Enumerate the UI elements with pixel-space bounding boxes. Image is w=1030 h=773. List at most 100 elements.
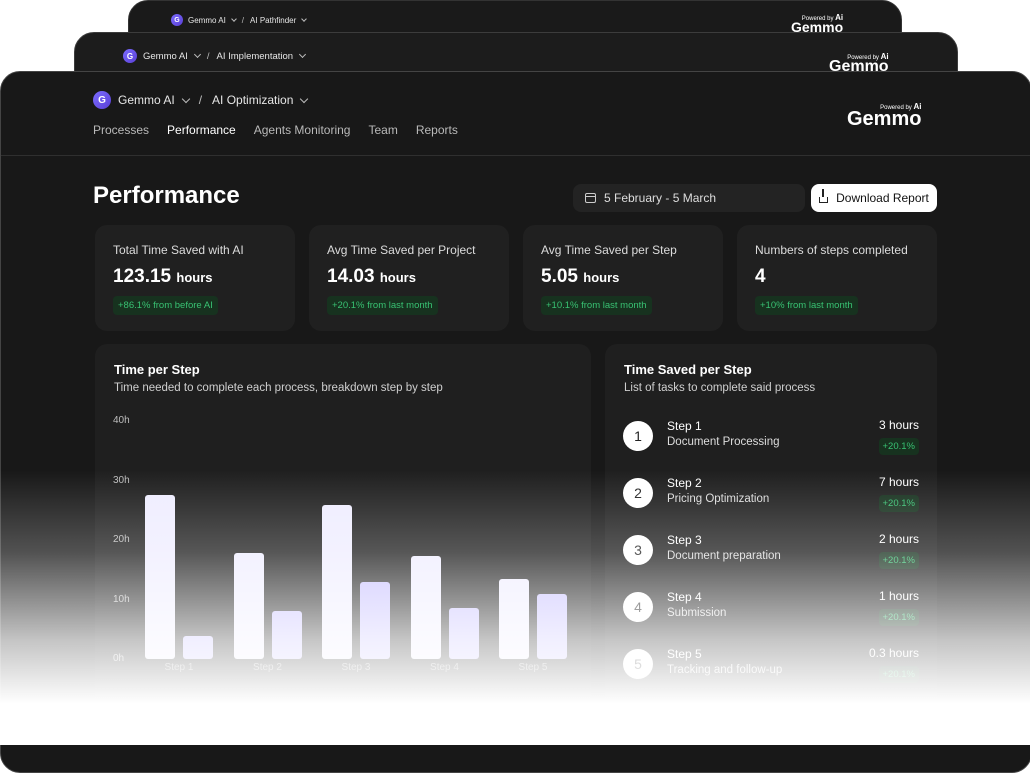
step-item[interactable]: 4 Step 4 Submission 1 hours +20.1% [623, 589, 919, 629]
step-change-badge: +20.1% [878, 495, 919, 512]
step-hours: 7 hours [878, 475, 919, 489]
workspace-selector[interactable]: Gemmo AI [143, 50, 188, 62]
stat-card-avg-per-project: Avg Time Saved per Project 14.03 hours +… [309, 225, 509, 331]
panel-title: Time per Step [114, 362, 200, 377]
breadcrumb: G Gemmo AI / AI Implementation [123, 49, 307, 63]
step-change-badge: +20.1% [878, 438, 919, 455]
step-label: Step 5 [667, 647, 702, 661]
date-range-picker[interactable]: 5 February - 5 March [573, 184, 805, 212]
chevron-down-icon [299, 50, 307, 59]
chevron-down-icon [230, 15, 237, 22]
step-number: 2 [623, 478, 653, 508]
step-change-badge: +20.1% [878, 666, 919, 683]
nav-item-team[interactable]: Team [368, 123, 398, 137]
dashboard-window: G Gemmo AI / AI Optimization Powered by … [0, 71, 1030, 773]
brand-logo: Powered by Ai Gemmo [829, 52, 889, 75]
x-axis-label: Step 3 [341, 662, 371, 673]
project-selector[interactable]: AI Pathfinder [250, 15, 297, 25]
step-number: 1 [623, 421, 653, 451]
step-item[interactable]: 1 Step 1 Document Processing 3 hours +20… [623, 418, 919, 458]
step-change-badge: +20.1% [878, 609, 919, 626]
brand-logo: Powered by Ai Gemmo [791, 13, 844, 35]
workspace-selector[interactable]: Gemmo AI [188, 15, 226, 25]
stat-card-steps-completed: Numbers of steps completed 4 +10% from l… [737, 225, 937, 331]
chevron-down-icon [301, 15, 308, 22]
project-selector[interactable]: AI Optimization [212, 93, 294, 107]
page-title: Performance [93, 182, 240, 209]
breadcrumb-separator: / [206, 50, 210, 62]
calendar-icon [585, 193, 596, 203]
step-number: 4 [623, 592, 653, 622]
step-change-badge: +20.1% [878, 552, 919, 569]
date-range-label: 5 February - 5 March [604, 191, 717, 205]
y-axis-tick: 40h [113, 415, 130, 426]
chevron-down-icon [181, 94, 190, 103]
chart-bar[interactable] [271, 611, 302, 659]
nav-item-agents-monitoring[interactable]: Agents Monitoring [253, 123, 351, 137]
step-name: Submission [667, 607, 727, 619]
x-axis-label: Step 5 [518, 662, 548, 673]
step-number: 3 [623, 535, 653, 565]
chart-bar[interactable] [145, 495, 175, 659]
stat-label: Avg Time Saved per Project [327, 243, 476, 257]
x-axis-label: Step 4 [430, 662, 459, 673]
chart-bar[interactable] [499, 578, 529, 659]
download-report-button[interactable]: Download Report [811, 184, 937, 212]
gemmo-logo-icon: G [171, 14, 183, 26]
step-item[interactable]: 2 Step 2 Pricing Optimization 7 hours +2… [623, 475, 919, 515]
y-axis-tick: 20h [113, 534, 130, 545]
step-name: Document preparation [667, 550, 781, 562]
chart-bar[interactable] [360, 581, 390, 659]
breadcrumb-separator: / [198, 93, 203, 107]
stat-value: 4 [755, 266, 766, 287]
step-label: Step 1 [667, 419, 702, 433]
gemmo-logo-icon: G [123, 49, 137, 63]
step-hours: 1 hours [878, 589, 919, 603]
y-axis-tick: 10h [113, 593, 130, 605]
panel-subtitle: Time needed to complete each process, br… [114, 382, 443, 394]
step-label: Step 3 [667, 533, 702, 547]
stat-change-badge: +10% from last month [755, 296, 858, 315]
stat-card-total-time-saved: Total Time Saved with AI 123.15 hours +8… [95, 225, 295, 331]
header-divider [1, 155, 1030, 156]
step-hours: 2 hours [878, 532, 919, 546]
stat-label: Numbers of steps completed [755, 243, 908, 257]
nav-item-performance[interactable]: Performance [167, 123, 236, 137]
step-hours: 0.3 hours [868, 646, 919, 660]
chart-bar[interactable] [183, 636, 213, 659]
main-nav: Processes Performance Agents Monitoring … [93, 123, 458, 137]
time-per-step-panel: Time per Step Time needed to complete ea… [95, 344, 591, 744]
stat-label: Total Time Saved with AI [113, 243, 244, 257]
step-hours: 3 hours [878, 418, 919, 432]
gemmo-logo-icon: G [93, 91, 111, 109]
chart-bar[interactable] [537, 593, 567, 659]
step-item[interactable]: 3 Step 3 Document preparation 2 hours +2… [623, 532, 919, 572]
stat-label: Avg Time Saved per Step [541, 243, 677, 257]
step-label: Step 4 [667, 590, 702, 604]
step-label: Step 2 [667, 476, 702, 490]
panel-subtitle: List of tasks to complete said process [624, 382, 816, 394]
chevron-down-icon [193, 50, 201, 59]
breadcrumb-separator: / [241, 15, 245, 25]
stat-change-badge: +86.1% from before AI [113, 296, 218, 315]
step-name: Pricing Optimization [667, 493, 770, 505]
chart-bar[interactable] [410, 556, 441, 659]
step-number: 5 [623, 649, 653, 679]
nav-item-processes[interactable]: Processes [93, 123, 150, 137]
breadcrumb: G Gemmo AI / AI Optimization [93, 91, 309, 109]
nav-item-reports[interactable]: Reports [415, 123, 458, 137]
workspace-selector[interactable]: Gemmo AI [118, 93, 175, 107]
time-saved-per-step-panel: Time Saved per Step List of tasks to com… [605, 344, 937, 744]
panel-title: Time Saved per Step [624, 362, 752, 377]
chart-bar[interactable] [448, 608, 479, 659]
stat-value: 14.03 hours [327, 266, 416, 287]
stat-change-badge: +10.1% from last month [541, 296, 652, 315]
chart-bar[interactable] [322, 505, 352, 659]
chart-bar[interactable] [233, 553, 264, 659]
x-axis-label: Step 1 [164, 662, 194, 673]
stat-change-badge: +20.1% from last month [327, 296, 438, 315]
project-selector[interactable]: AI Implementation [216, 50, 294, 62]
step-item[interactable]: 5 Step 5 Tracking and follow-up 0.3 hour… [623, 646, 919, 686]
chevron-down-icon [300, 94, 309, 103]
stat-value: 5.05 hours [541, 266, 620, 287]
